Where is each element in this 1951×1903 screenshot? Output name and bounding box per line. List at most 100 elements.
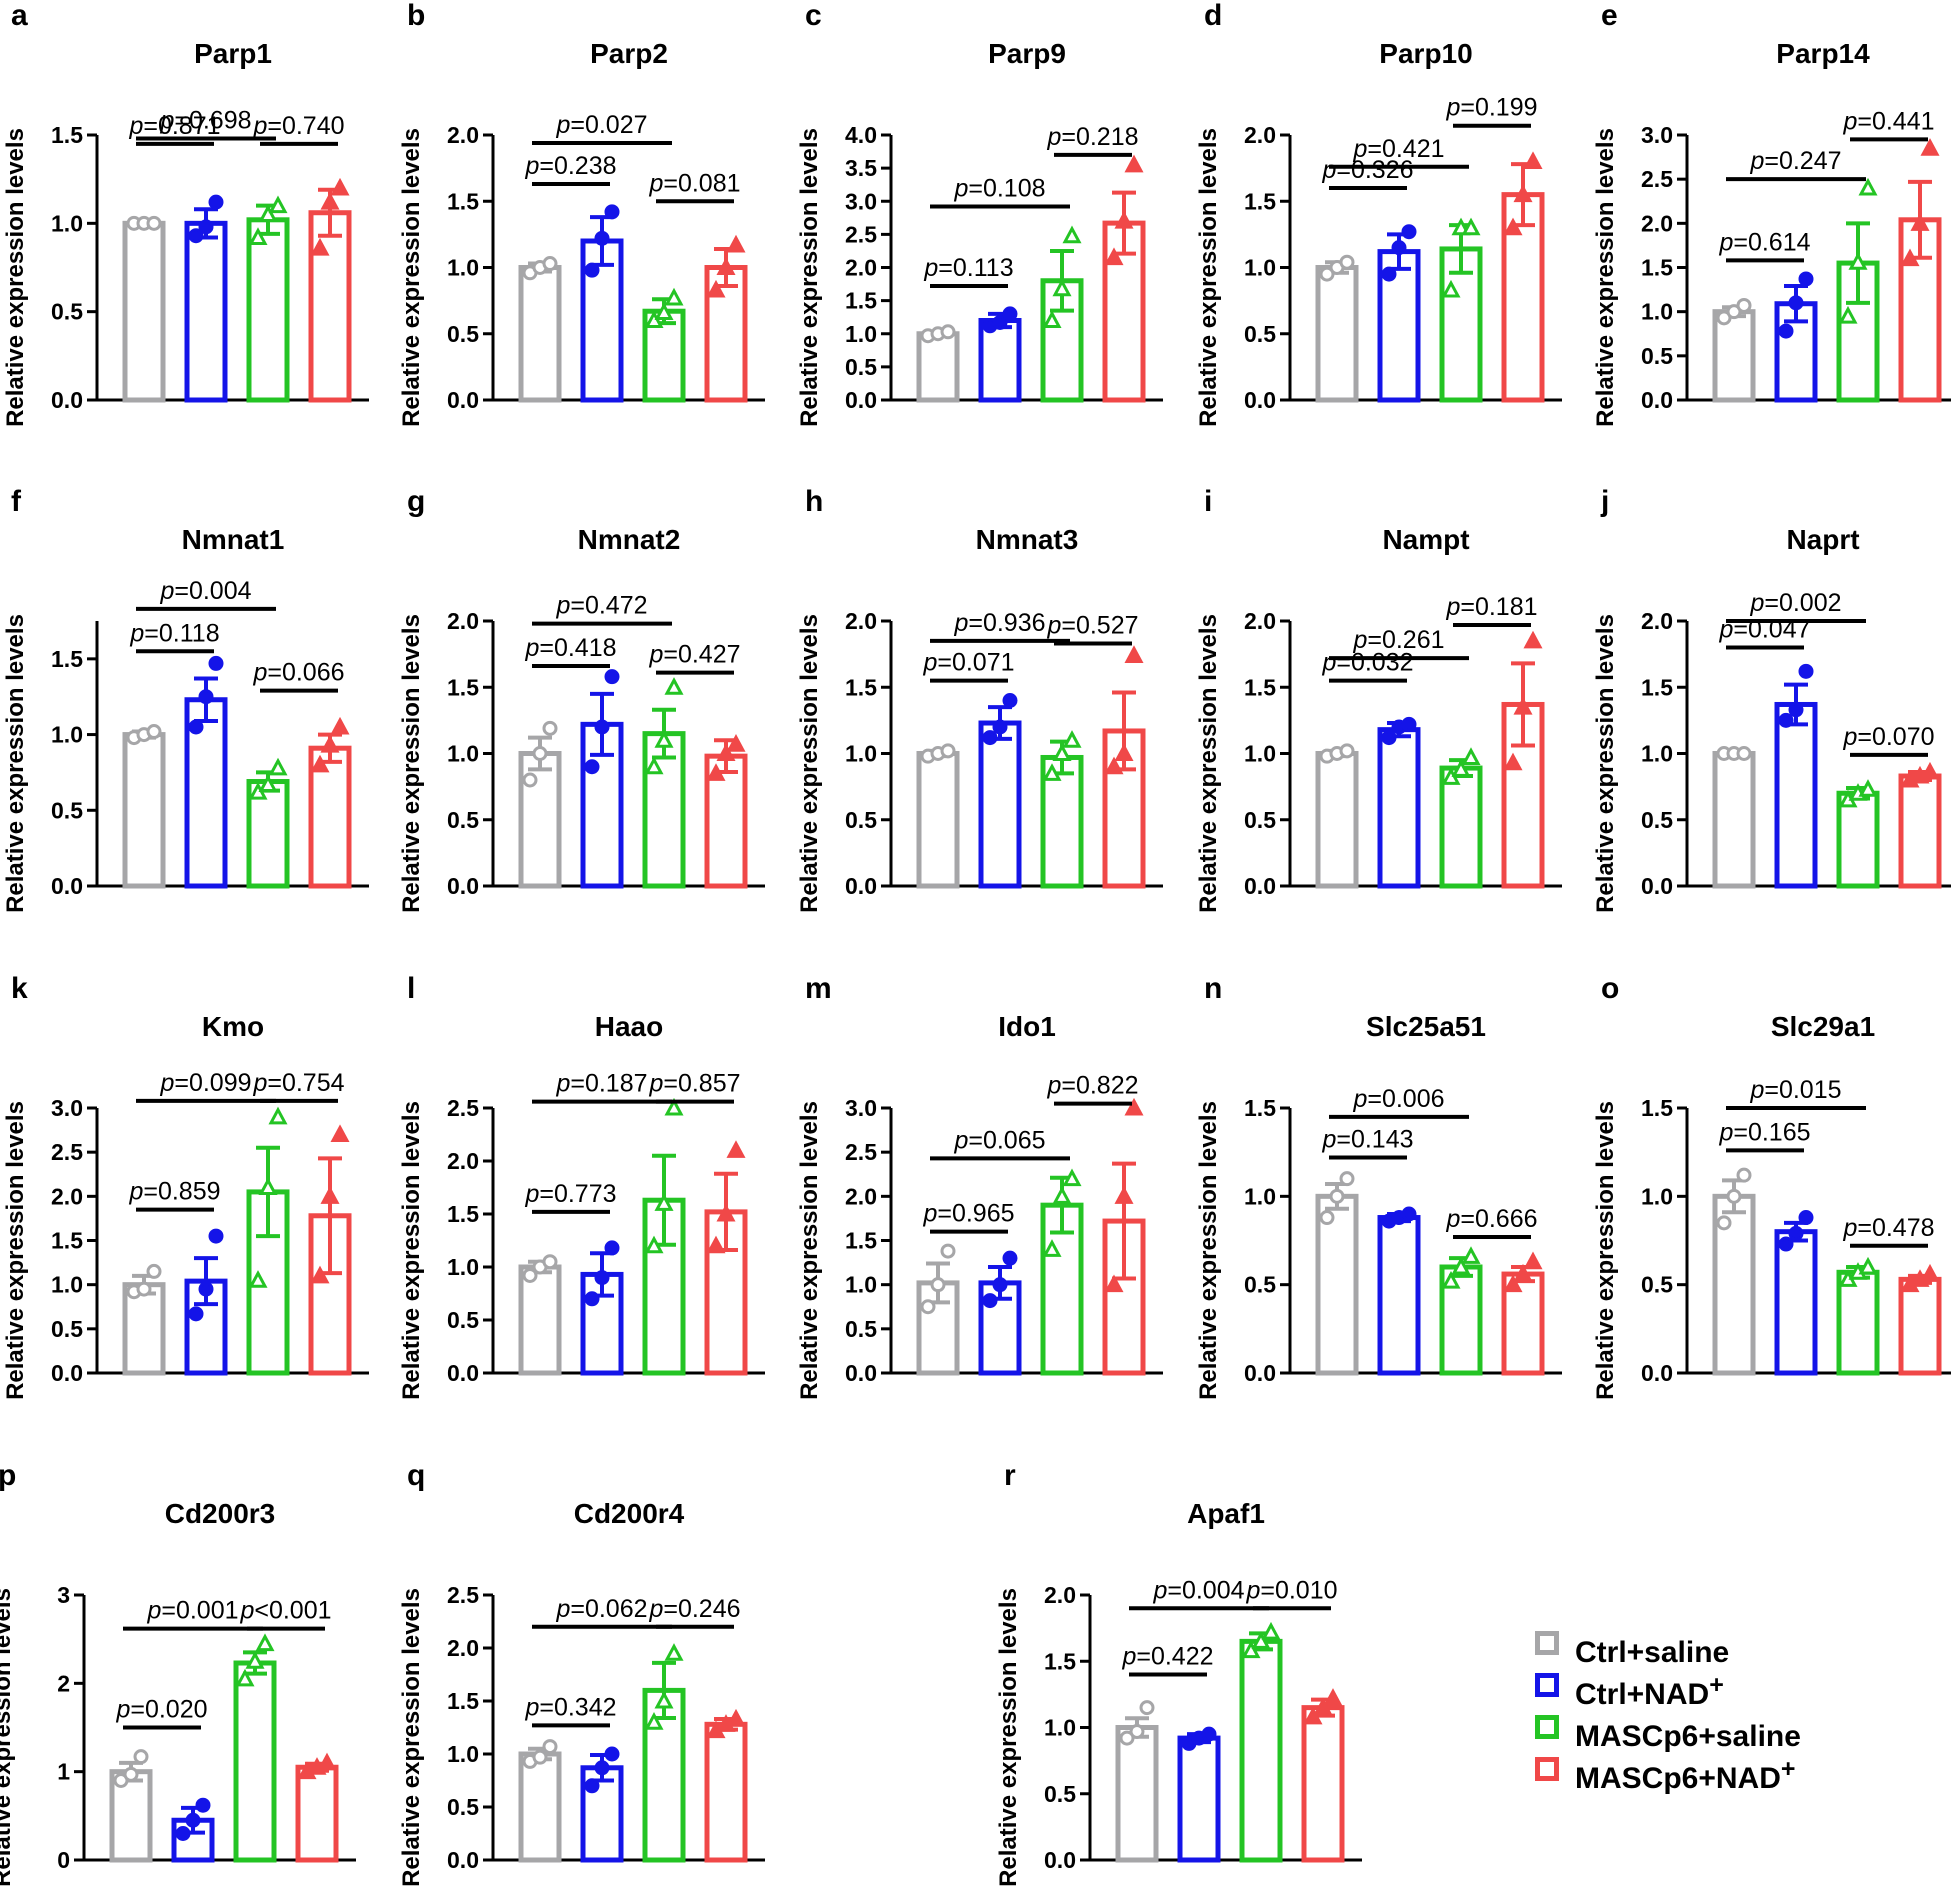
panel-letter: e (1601, 0, 1618, 32)
y-tick-label: 1.5 (1641, 674, 1673, 700)
panel-letter: p (0, 1459, 16, 1492)
data-point (1461, 747, 1481, 765)
p-value: =0.238 (539, 152, 616, 180)
bar-n-1 (1377, 1215, 1421, 1376)
data-point (542, 1254, 558, 1270)
p-symbol: p (524, 1693, 539, 1721)
y-tick-label: 1.5 (845, 288, 877, 314)
p-value: =0.143 (1336, 1125, 1413, 1153)
data-point (1401, 224, 1417, 240)
y-tick-label: 0.5 (1641, 1272, 1673, 1298)
bar-i-1 (1377, 727, 1421, 889)
p-symbol: p (159, 107, 174, 135)
p-symbol: p (1046, 123, 1061, 151)
data-point (1523, 151, 1543, 169)
data-point (1042, 310, 1062, 328)
p-value-label: p=0.004 (159, 577, 251, 605)
p-symbol: p (923, 254, 938, 282)
y-tick-label: 0.0 (51, 387, 83, 413)
y-tick-label: 0.0 (1244, 873, 1276, 899)
p-value-label: p=0.698 (159, 107, 251, 135)
p-symbol: p (159, 1069, 174, 1097)
data-point (1513, 184, 1533, 203)
data-point (1114, 1186, 1134, 1204)
y-tick-label: 1.5 (845, 1228, 877, 1254)
legend-swatch-ctrl-saline (1535, 1631, 1559, 1655)
y-tick-label: 1.0 (447, 741, 479, 767)
chart-title: Parp14 (1776, 38, 1870, 69)
data-point (1251, 1631, 1271, 1649)
p-value-label: p=0.001 (146, 1597, 238, 1625)
p-value: =0.020 (130, 1696, 207, 1724)
data-point (268, 757, 288, 776)
data-point (930, 1277, 946, 1293)
y-tick-label: 1.0 (1641, 1183, 1673, 1209)
y-tick-label: 1.5 (51, 646, 83, 672)
y-tick-label: 0.5 (1044, 1781, 1076, 1807)
data-point (542, 256, 558, 272)
p-value: =0.010 (1260, 1576, 1337, 1604)
p-value: =0.118 (144, 619, 219, 647)
y-axis-label: Relative expression levels (995, 1588, 1022, 1887)
panel-letter: n (1204, 972, 1222, 1005)
data-point (1323, 1688, 1343, 1706)
data-point (317, 1752, 337, 1771)
y-tick-label: 0.5 (447, 1794, 479, 1820)
data-point (1858, 177, 1878, 196)
data-point (726, 234, 746, 253)
y-tick-label: 2.5 (845, 1139, 877, 1165)
legend-swatch-mascp6-saline (1535, 1715, 1559, 1739)
y-tick-label: 1.5 (1244, 674, 1276, 700)
data-point (1114, 743, 1134, 761)
y-tick-label: 0.5 (845, 354, 877, 380)
data-point (644, 1235, 664, 1254)
panel-letter: c (805, 0, 822, 32)
p-symbol: p (953, 1126, 968, 1154)
chart-title: Parp9 (988, 38, 1066, 69)
y-tick-label: 2.0 (1044, 1582, 1076, 1608)
chart-title: Slc25a51 (1366, 1011, 1486, 1042)
bar-p-3 (295, 1764, 339, 1863)
data-point (1451, 1256, 1471, 1275)
chart-title: Nmnat1 (182, 524, 285, 555)
bar-b-0 (518, 265, 562, 403)
chart-panel-q: q Cd200r4 0.0 0.5 1.0 1.5 2.0 2.5 Relative expre… (398, 1459, 765, 1887)
data-point (1319, 1210, 1335, 1226)
data-point (726, 734, 746, 752)
p-value: =0.108 (968, 175, 1045, 203)
y-tick-label: 2.0 (1641, 608, 1673, 634)
y-tick-label: 0.0 (1244, 387, 1276, 413)
chart-title: Naprt (1786, 524, 1859, 555)
panel-letter: o (1601, 972, 1619, 1005)
data-point (1119, 1730, 1135, 1746)
y-tick-label: 1.0 (845, 1272, 877, 1298)
panel-letter: l (407, 972, 415, 1005)
p-symbol: p (1245, 1576, 1260, 1604)
data-point (320, 735, 340, 753)
data-point (532, 746, 548, 761)
data-point (146, 724, 162, 740)
y-tick-label: 0.5 (1244, 1272, 1276, 1298)
panel-letter: r (1004, 1459, 1016, 1492)
data-point (982, 730, 998, 746)
y-tick-label: 0.0 (1044, 1847, 1076, 1873)
data-point (1339, 254, 1355, 270)
data-point (188, 1306, 204, 1322)
y-tick-label: 0.0 (845, 1360, 877, 1386)
p-symbol: p (128, 1178, 143, 1206)
panel-letter: a (11, 0, 28, 32)
p-symbol: p (1321, 649, 1336, 677)
y-tick-label: 0.0 (51, 873, 83, 899)
y-tick-label: 2.0 (447, 608, 479, 634)
legend-swatch-mascp6-nad (1535, 1757, 1559, 1781)
chart-title: Apaf1 (1187, 1498, 1265, 1529)
y-tick-label: 1.5 (1641, 1095, 1673, 1121)
p-symbol: p (524, 1180, 539, 1208)
data-point (330, 716, 350, 735)
p-value: =0.740 (267, 112, 344, 140)
p-value-label: p=0.427 (648, 641, 740, 669)
p-value-label: p=0.965 (922, 1200, 1014, 1228)
data-point (1401, 1206, 1417, 1222)
data-point (940, 324, 956, 340)
data-point (1503, 1274, 1523, 1293)
